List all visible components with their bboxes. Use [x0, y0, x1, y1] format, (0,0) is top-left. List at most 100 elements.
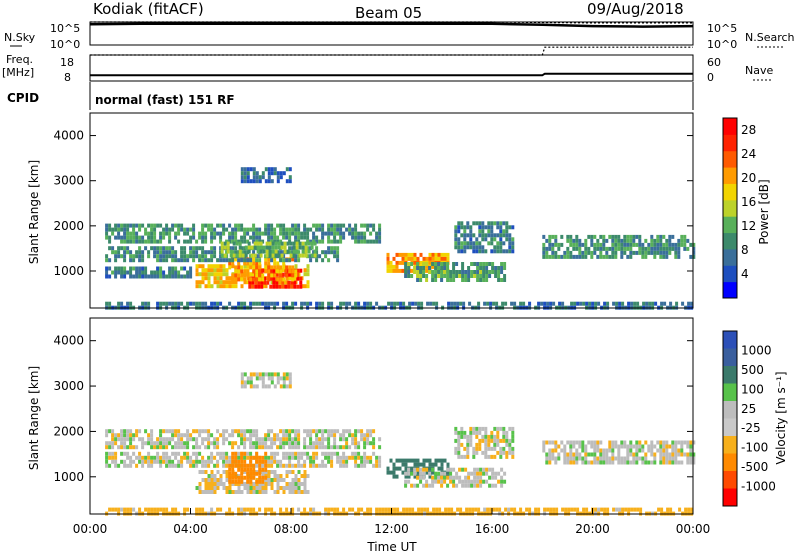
velocity-cell	[372, 429, 376, 434]
power-cell	[467, 278, 471, 282]
power-cell	[650, 242, 654, 247]
velocity-cell	[231, 451, 235, 456]
power-cell	[210, 239, 214, 244]
velocity-cell	[608, 440, 612, 445]
power-cell	[243, 261, 247, 266]
velocity-cell	[228, 463, 232, 468]
velocity-cell	[560, 448, 564, 453]
velocity-cell	[437, 479, 441, 484]
velocity-cell	[288, 376, 292, 381]
velocity-cell	[240, 441, 244, 446]
power-cell	[590, 242, 594, 247]
velocity-cell	[228, 455, 232, 460]
power-cell	[372, 223, 376, 228]
power-cell	[449, 274, 453, 278]
power-cell	[267, 223, 271, 228]
velocity-cell	[551, 440, 555, 445]
power-cell	[304, 253, 308, 258]
power-cell	[120, 239, 124, 244]
velocity-cell	[419, 475, 423, 480]
velocity-cell	[231, 445, 235, 450]
power-cell	[620, 246, 624, 251]
velocity-cell	[255, 471, 259, 476]
power-cell	[276, 171, 280, 176]
velocity-cell	[246, 479, 250, 484]
velocity-cell	[372, 445, 376, 450]
velocity-cell	[294, 486, 298, 490]
velocity-cell	[638, 456, 642, 461]
velocity-cell	[496, 434, 500, 439]
power-cell	[213, 227, 217, 232]
power-cell	[502, 229, 506, 234]
velocity-cell	[162, 459, 166, 464]
power-cell	[416, 262, 420, 266]
velocity-cell	[499, 454, 503, 459]
velocity-cell	[216, 451, 220, 456]
power-cell	[264, 269, 268, 274]
velocity-cell	[270, 455, 274, 460]
velocity-cell	[237, 490, 241, 494]
power-cell	[484, 233, 488, 238]
power-cell	[254, 280, 258, 285]
power-cell	[617, 242, 621, 247]
velocity-cell	[312, 455, 316, 460]
velocity-cell	[234, 475, 238, 480]
power-cell	[551, 246, 555, 251]
velocity-cell	[270, 429, 274, 434]
velocity-y-label: Slant Range [km]	[27, 366, 41, 470]
power-cell	[623, 234, 627, 239]
velocity-cell	[300, 482, 304, 486]
velocity-cell	[475, 446, 479, 451]
velocity-cell	[123, 429, 127, 434]
velocity-cell	[563, 448, 567, 453]
velocity-cell	[632, 460, 636, 465]
power-cell	[599, 250, 603, 255]
power-cell	[618, 301, 622, 306]
power-cell	[434, 252, 438, 257]
velocity-cell	[285, 482, 289, 486]
velocity-cell	[641, 448, 645, 453]
power-cell	[575, 246, 579, 251]
power-cell	[614, 250, 618, 255]
power-cell	[293, 284, 297, 289]
power-cell	[174, 223, 178, 228]
power-cell	[198, 264, 202, 269]
velocity-cell	[243, 455, 247, 460]
power-cell	[590, 254, 594, 259]
velocity-cell	[333, 433, 337, 438]
velocity-cell	[228, 467, 232, 472]
power-cell	[241, 253, 245, 258]
velocity-cell	[357, 507, 361, 512]
power-cell	[351, 227, 355, 232]
power-cell	[265, 249, 269, 254]
power-cell	[545, 254, 549, 259]
power-cell	[665, 254, 669, 259]
velocity-cell	[156, 445, 160, 450]
velocity-cell	[407, 474, 411, 479]
velocity-cell	[674, 440, 678, 445]
power-cell	[462, 301, 466, 306]
power-cell	[150, 239, 154, 244]
power-cell	[249, 235, 253, 240]
velocity-cell	[590, 452, 594, 457]
power-cell	[497, 266, 501, 270]
power-cell	[674, 250, 678, 255]
power-cell	[647, 242, 651, 247]
power-cell	[554, 242, 558, 247]
velocity-cell	[454, 446, 458, 451]
velocity-colorbar-tick: 100	[741, 382, 764, 396]
power-cell	[198, 280, 202, 285]
power-cell	[198, 254, 202, 259]
velocity-panel-frame	[89, 317, 694, 515]
power-cell	[144, 301, 148, 306]
power-cell	[479, 266, 483, 270]
power-cell	[171, 254, 175, 259]
velocity-cell	[282, 376, 286, 381]
power-cell	[235, 253, 239, 258]
power-cell	[168, 250, 172, 255]
power-cell	[496, 249, 500, 254]
velocity-cell	[165, 429, 169, 434]
velocity-cell	[216, 445, 220, 450]
velocity-cell	[416, 483, 420, 488]
